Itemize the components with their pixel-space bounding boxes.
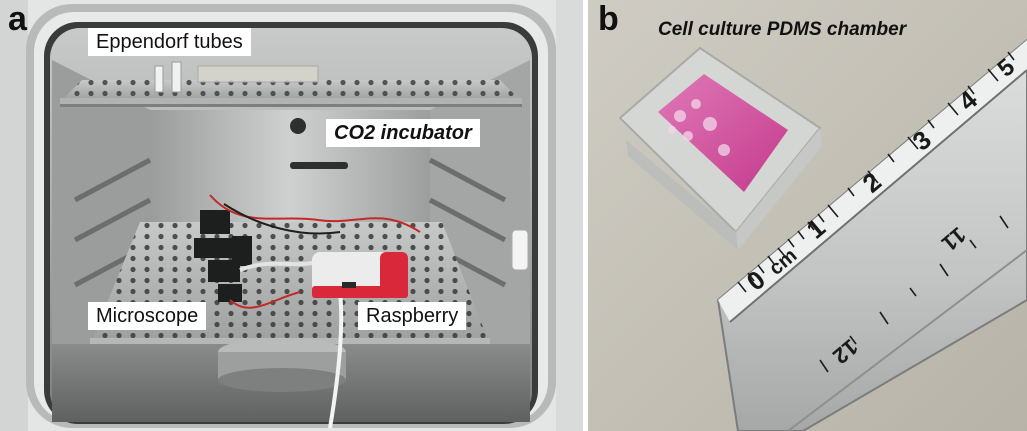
panel-letter-a: a [8, 0, 27, 38]
incubator-photo-illustration [0, 0, 583, 431]
panel-b-pdms-chamber-photo: 0 cm 1 2 3 4 5 11 12 b Cell culture PDMS… [588, 0, 1027, 431]
pdms-chamber-photo-illustration: 0 cm 1 2 3 4 5 11 12 [588, 0, 1027, 431]
label-co2-incubator: CO2 incubator [326, 119, 480, 147]
panel-letter-b: b [598, 0, 619, 38]
panel-a-incubator-photo: a Eppendorf tubes CO2 incubator Microsco… [0, 0, 583, 431]
label-eppendorf-tubes: Eppendorf tubes [88, 28, 251, 56]
label-cell-culture-pdms-chamber: Cell culture PDMS chamber [658, 19, 907, 40]
ruler [716, 38, 1027, 431]
label-raspberry: Raspberry [358, 302, 467, 330]
pdms-chamber [618, 46, 822, 250]
label-microscope: Microscope [88, 302, 207, 330]
